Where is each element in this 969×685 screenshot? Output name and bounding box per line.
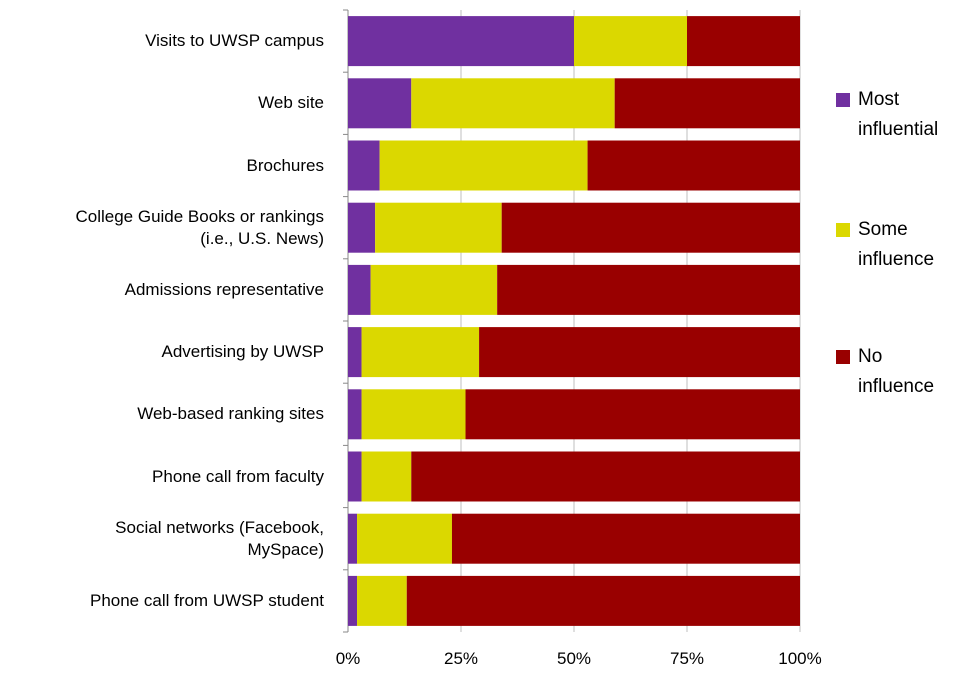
bar-segment (479, 327, 800, 378)
bar-segment (357, 575, 407, 626)
bar-segment (379, 140, 588, 191)
bar-segment (574, 16, 687, 67)
bar-segment (361, 451, 412, 502)
category-label: Brochures (246, 155, 324, 175)
bar-segment (497, 264, 800, 315)
bar-segment (687, 16, 800, 67)
bar-segment (348, 327, 362, 378)
bar-segment (348, 513, 358, 564)
category-label: Web site (258, 93, 324, 113)
category-label: Phone call from UWSP student (89, 590, 324, 610)
x-tick-label: 50% (556, 649, 592, 668)
x-tick-label: 0% (335, 649, 361, 668)
x-tick-label: 25% (443, 649, 479, 668)
bar-segment (361, 327, 480, 378)
legend-swatch (836, 223, 850, 237)
category-label: Web-based ranking sites (137, 404, 324, 424)
legend-label: Some influence (858, 219, 935, 270)
bar-segment (411, 451, 800, 502)
bar-segment (614, 78, 800, 129)
bar-segment (370, 264, 498, 315)
bar-segment (406, 575, 800, 626)
legend-label: Most influential (858, 89, 939, 140)
x-tick-label: 75% (669, 649, 705, 668)
bar-segment (501, 202, 800, 253)
legend-label: No influence (858, 346, 935, 397)
bar-segment (348, 78, 412, 129)
category-label: Admissions representative (124, 279, 324, 299)
category-label: Visits to UWSP campus (145, 31, 324, 51)
category-label: Social networks (Facebook, MySpace) (115, 517, 324, 559)
bar-segment (587, 140, 800, 191)
bar-segment (375, 202, 502, 253)
bar-segment (348, 16, 574, 67)
legend-swatch (836, 93, 850, 107)
bar-segment (357, 513, 452, 564)
category-label: College Guide Books or rankings (i.e., U… (75, 206, 324, 248)
bar-segment (411, 78, 615, 129)
bar-segment (348, 202, 376, 253)
bar-segment (361, 389, 466, 440)
bar-segment (348, 451, 362, 502)
bar-segment (465, 389, 800, 440)
bar-segment (348, 575, 358, 626)
bar-segment (451, 513, 800, 564)
bar-segment (348, 264, 371, 315)
category-label: Phone call from faculty (152, 466, 324, 486)
category-label: Advertising by UWSP (161, 342, 325, 362)
bar-segment (348, 389, 362, 440)
bar-segment (348, 140, 380, 191)
legend-swatch (836, 350, 850, 364)
x-tick-label: 100% (778, 649, 822, 668)
